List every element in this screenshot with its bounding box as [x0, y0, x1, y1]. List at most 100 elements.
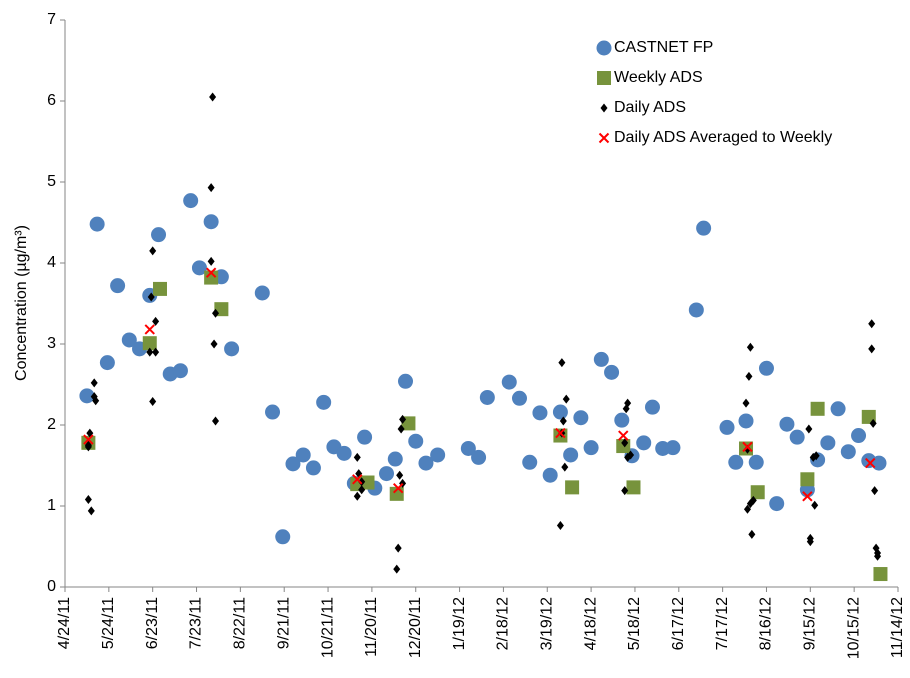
point	[820, 435, 836, 451]
x-tick-label: 4/18/12	[582, 597, 599, 650]
point	[851, 428, 867, 444]
legend-label: Weekly ADS	[614, 69, 703, 86]
x-tick-label: 7/17/12	[714, 597, 731, 650]
point	[621, 438, 629, 448]
x-tick-label: 11/20/11	[363, 597, 380, 657]
x-tick-label: 10/21/11	[319, 597, 336, 658]
point	[552, 404, 568, 420]
x-tick-label: 9/21/11	[275, 597, 292, 649]
point	[90, 378, 98, 388]
point	[224, 341, 240, 357]
point	[748, 529, 756, 539]
point	[336, 445, 352, 461]
point	[210, 339, 218, 349]
point	[874, 548, 882, 558]
point	[743, 504, 751, 514]
point	[750, 485, 765, 500]
point	[399, 414, 407, 424]
point	[800, 472, 815, 487]
legend-marker	[598, 132, 610, 144]
point	[802, 491, 813, 502]
point	[626, 480, 641, 495]
point	[79, 388, 95, 404]
point	[358, 485, 366, 495]
point	[89, 216, 105, 232]
point	[805, 424, 813, 434]
point	[379, 466, 395, 482]
point	[624, 398, 632, 408]
point	[746, 342, 754, 352]
point	[542, 467, 558, 483]
point	[99, 355, 115, 371]
point	[360, 475, 375, 490]
point	[871, 486, 879, 496]
point	[149, 246, 157, 256]
point	[621, 486, 629, 496]
point	[353, 491, 361, 501]
point	[191, 260, 207, 276]
point	[840, 444, 856, 460]
point	[387, 451, 403, 467]
point	[394, 543, 402, 553]
point	[812, 451, 820, 461]
point	[147, 292, 155, 302]
point	[868, 344, 876, 354]
x-tick-label: 4/24/11	[56, 597, 73, 649]
point	[559, 416, 567, 426]
point	[811, 500, 819, 510]
y-axis-label: Concentration (µg/m³)	[13, 225, 30, 381]
point	[152, 281, 167, 296]
x-tick-label: 10/15/12	[845, 597, 862, 659]
legend-marker	[596, 40, 612, 56]
point	[205, 267, 217, 278]
point	[84, 495, 92, 505]
point	[471, 449, 487, 465]
point	[209, 92, 217, 102]
point	[749, 495, 757, 505]
point	[316, 394, 332, 410]
x-tick-label: 6/17/12	[670, 597, 687, 650]
point	[565, 480, 580, 495]
point	[398, 373, 414, 389]
point	[769, 496, 785, 512]
point	[742, 441, 753, 453]
point	[636, 435, 652, 451]
point	[142, 336, 157, 351]
point	[501, 374, 517, 390]
x-tick-label: 8/22/11	[232, 597, 249, 649]
point	[146, 347, 154, 357]
point	[868, 319, 876, 329]
point	[593, 351, 609, 367]
point	[873, 567, 888, 582]
point	[511, 390, 527, 406]
point	[352, 474, 363, 485]
point	[353, 452, 361, 462]
point	[295, 447, 311, 463]
point	[563, 447, 579, 463]
point	[561, 462, 569, 472]
point	[121, 332, 137, 348]
point	[810, 401, 825, 416]
point	[865, 457, 876, 469]
point	[728, 454, 744, 470]
point	[207, 183, 215, 193]
y-tick-label: 5	[47, 173, 56, 190]
point	[212, 416, 220, 426]
point	[779, 416, 795, 432]
x-tick-label: 5/24/11	[100, 597, 117, 649]
point	[152, 316, 160, 326]
point	[604, 364, 620, 380]
x-tick-label: 9/15/12	[802, 597, 819, 650]
point	[532, 405, 548, 421]
point	[806, 533, 814, 543]
point	[203, 214, 219, 230]
point	[92, 396, 100, 406]
point	[110, 278, 126, 294]
point	[207, 256, 215, 266]
point	[556, 520, 564, 530]
point	[83, 434, 94, 445]
point	[742, 398, 750, 408]
point	[392, 482, 404, 494]
point	[149, 397, 157, 407]
